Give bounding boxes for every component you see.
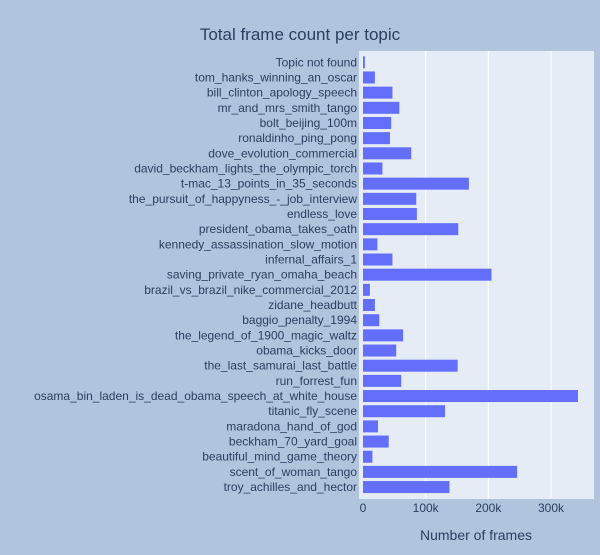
category-label: run_forrest_fun [276, 374, 357, 388]
category-label: tom_hanks_winning_an_oscar [195, 70, 357, 84]
bar [363, 253, 393, 266]
bar [363, 314, 380, 327]
bar [363, 192, 417, 205]
category-label: zidane_headbutt [268, 298, 357, 312]
category-labels: Topic not foundtom_hanks_winning_an_osca… [34, 55, 358, 494]
category-label: endless_love [287, 207, 357, 221]
category-label: scent_of_woman_tango [230, 465, 358, 479]
bar [363, 86, 393, 99]
bar [363, 223, 459, 236]
category-label: obama_kicks_door [256, 344, 357, 358]
x-axis-title: Number of frames [420, 527, 532, 543]
bar [363, 162, 383, 175]
bar [363, 405, 446, 418]
bar [363, 101, 400, 114]
bar [363, 420, 379, 433]
category-label: david_beckham_lights_the_olympic_torch [134, 161, 357, 175]
x-tick-label: 200k [475, 501, 502, 515]
category-label: beautiful_mind_game_theory [202, 450, 357, 464]
category-label: the_pursuit_of_happyness_-_job_interview [129, 192, 357, 206]
category-label: bolt_beijing_100m [260, 116, 357, 130]
bar [363, 299, 375, 312]
bar [363, 132, 390, 145]
category-label: maradona_hand_of_god [226, 419, 357, 433]
bar [363, 329, 404, 342]
category-label: titanic_fly_scene [268, 404, 357, 418]
category-label: brazil_vs_brazil_nike_commercial_2012 [144, 283, 357, 297]
bar [363, 147, 412, 160]
bar [363, 435, 389, 448]
bar [363, 116, 392, 129]
bar [363, 465, 518, 478]
bar [363, 208, 417, 220]
category-label: mr_and_mrs_smith_tango [218, 101, 358, 115]
x-tick-label: 300k [538, 501, 565, 515]
bar [363, 71, 375, 84]
bar [363, 177, 469, 190]
category-label: the_legend_of_1900_magic_waltz [175, 328, 357, 342]
category-label: kennedy_assassination_slow_motion [159, 237, 357, 251]
bar [363, 268, 492, 281]
chart-title: Total frame count per topic [200, 25, 401, 44]
bar [363, 450, 373, 463]
bar [363, 283, 370, 296]
category-label: troy_achilles_and_hector [224, 480, 357, 494]
bar [363, 56, 365, 69]
x-tick-label: 100k [413, 501, 440, 515]
bars [363, 56, 578, 494]
category-label: the_last_samurai_last_battle [204, 359, 357, 373]
category-label: saving_private_ryan_omaha_beach [167, 268, 357, 282]
bar [363, 390, 578, 403]
bar [363, 359, 458, 372]
x-tick-labels: 0 100k 200k 300k [360, 501, 565, 515]
bar [363, 238, 378, 251]
category-label: t-mac_13_points_in_35_seconds [181, 177, 357, 191]
category-label: baggio_penalty_1994 [242, 313, 357, 327]
category-label: osama_bin_laden_is_dead_obama_speech_at_… [34, 389, 357, 403]
x-tick-label: 0 [360, 501, 367, 515]
category-label: infernal_affairs_1 [265, 253, 357, 267]
category-label: dove_evolution_commercial [208, 146, 357, 160]
bar [363, 344, 397, 357]
bar [363, 481, 450, 494]
category-label: ronaldinho_ping_pong [238, 131, 357, 145]
category-label: Topic not found [276, 55, 357, 69]
category-label: bill_clinton_apology_speech [207, 86, 357, 100]
bar [363, 374, 402, 387]
category-label: president_obama_takes_oath [199, 222, 357, 236]
category-label: beckham_70_yard_goal [229, 435, 357, 449]
